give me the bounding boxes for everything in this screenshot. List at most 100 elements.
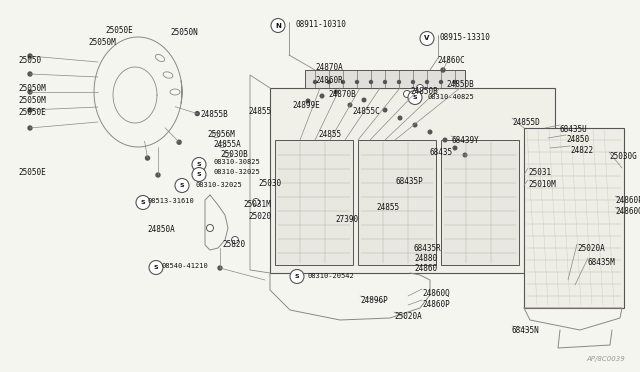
Text: 08310-32025: 08310-32025 [214, 169, 260, 175]
Text: 25031: 25031 [528, 168, 551, 177]
Text: 25050: 25050 [18, 56, 41, 65]
Text: 25030G: 25030G [609, 152, 637, 161]
Text: S: S [196, 172, 202, 177]
Text: S: S [294, 274, 300, 279]
Circle shape [290, 269, 304, 283]
Text: 25050E: 25050E [18, 108, 45, 117]
Circle shape [232, 237, 239, 244]
Text: 08540-41210: 08540-41210 [162, 263, 209, 269]
Circle shape [408, 90, 422, 105]
Text: 25020A: 25020A [394, 312, 422, 321]
Text: 25050E: 25050E [18, 168, 45, 177]
Text: S: S [413, 95, 417, 100]
Circle shape [342, 80, 344, 83]
Text: 68435R: 68435R [414, 244, 442, 253]
Text: 25050M: 25050M [18, 96, 45, 105]
Text: 08513-31610: 08513-31610 [148, 198, 195, 204]
Circle shape [369, 80, 372, 83]
Text: 08911-10310: 08911-10310 [295, 20, 346, 29]
Text: 24860C: 24860C [437, 56, 465, 65]
Circle shape [383, 80, 387, 83]
Text: S: S [196, 162, 202, 167]
Text: S: S [180, 183, 184, 188]
Text: 25020A: 25020A [577, 244, 605, 253]
Text: 24855B: 24855B [200, 110, 228, 119]
Circle shape [192, 167, 206, 182]
Circle shape [195, 112, 199, 116]
Text: 24850A: 24850A [147, 225, 175, 234]
Circle shape [253, 199, 259, 205]
Circle shape [397, 80, 401, 83]
Circle shape [175, 179, 189, 192]
Circle shape [420, 32, 434, 45]
Bar [524, 128, 624, 308]
Circle shape [443, 138, 447, 142]
Circle shape [328, 80, 330, 83]
Text: 68435N: 68435N [512, 326, 540, 335]
Text: 25031M: 25031M [243, 200, 271, 209]
Text: 24870A: 24870A [315, 63, 343, 72]
Circle shape [28, 126, 32, 130]
Text: 24850B: 24850B [446, 80, 474, 89]
Text: 24860Q: 24860Q [422, 289, 450, 298]
Text: 25030B: 25030B [220, 150, 248, 159]
Text: 24860P: 24860P [422, 300, 450, 309]
Text: 68435M: 68435M [588, 258, 616, 267]
Circle shape [383, 108, 387, 112]
Circle shape [192, 157, 206, 171]
Text: 08310-30825: 08310-30825 [214, 159, 260, 165]
Circle shape [207, 224, 214, 231]
Text: 24896P: 24896P [360, 296, 388, 305]
Bar [270, 88, 555, 273]
Circle shape [28, 90, 32, 94]
Text: 24850B: 24850B [410, 87, 438, 96]
Circle shape [314, 80, 317, 83]
Circle shape [348, 103, 352, 107]
Text: V: V [424, 35, 429, 42]
Circle shape [453, 146, 457, 150]
Circle shape [28, 54, 32, 58]
Text: 25030: 25030 [258, 179, 281, 188]
Circle shape [428, 130, 432, 134]
Text: 24855: 24855 [376, 203, 399, 212]
Text: 24855D: 24855D [512, 118, 540, 127]
Circle shape [403, 90, 410, 97]
Circle shape [454, 80, 456, 83]
Circle shape [136, 196, 150, 209]
Text: S: S [141, 200, 145, 205]
Circle shape [320, 94, 324, 98]
Text: 24870B: 24870B [328, 90, 356, 99]
Text: AP/8C0039: AP/8C0039 [586, 356, 625, 362]
Text: 25050M: 25050M [18, 84, 45, 93]
Bar [441, 140, 519, 265]
Text: 24850: 24850 [566, 135, 589, 144]
Circle shape [413, 123, 417, 127]
Text: 24860: 24860 [414, 264, 437, 273]
Text: 25050N: 25050N [170, 28, 198, 37]
Text: 08310-40825: 08310-40825 [428, 94, 475, 100]
Text: 24860Q: 24860Q [615, 207, 640, 216]
Text: 24855: 24855 [318, 130, 341, 139]
Circle shape [441, 68, 445, 72]
Circle shape [362, 98, 366, 102]
Circle shape [355, 80, 358, 83]
Text: 25020: 25020 [248, 212, 271, 221]
Text: 24855C: 24855C [352, 107, 380, 116]
Circle shape [156, 173, 160, 177]
Circle shape [28, 72, 32, 76]
Bar [358, 140, 436, 265]
Text: 24822: 24822 [570, 146, 593, 155]
Text: 24860R: 24860R [315, 76, 343, 85]
Text: 08310-20542: 08310-20542 [308, 273, 355, 279]
Text: 68439Y: 68439Y [451, 136, 479, 145]
Text: 24855: 24855 [248, 107, 271, 116]
Circle shape [398, 116, 402, 120]
Circle shape [463, 153, 467, 157]
Text: 24899E: 24899E [292, 101, 320, 110]
Text: 25050E: 25050E [105, 26, 132, 35]
Text: 25056M: 25056M [207, 130, 235, 139]
Bar [275, 140, 353, 265]
Text: N: N [275, 22, 281, 29]
Circle shape [417, 84, 424, 92]
Text: 24860P: 24860P [615, 196, 640, 205]
